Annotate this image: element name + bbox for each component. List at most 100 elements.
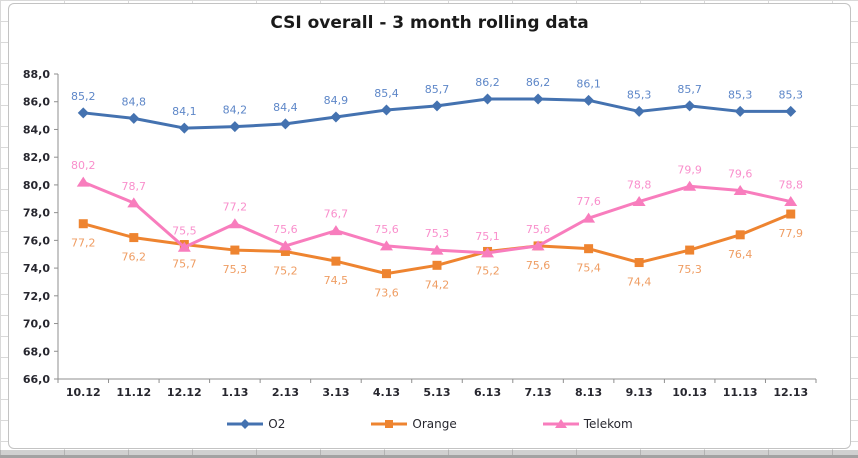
- data-label-orange: 75,2: [475, 264, 500, 277]
- data-point-o2[interactable]: [380, 104, 392, 116]
- data-point-orange[interactable]: [78, 219, 88, 229]
- data-point-o2[interactable]: [229, 121, 241, 133]
- data-label-telekom: 78,7: [122, 180, 147, 193]
- data-point-orange[interactable]: [129, 233, 139, 243]
- data-label-o2: 86,2: [526, 76, 551, 89]
- x-tick-label: 3.13: [322, 386, 349, 399]
- legend-label-orange: Orange: [412, 417, 457, 431]
- data-point-telekom[interactable]: [632, 196, 646, 207]
- data-label-orange: 75,3: [223, 263, 248, 276]
- x-tick-label: 5.13: [423, 386, 450, 399]
- data-point-orange[interactable]: [735, 230, 745, 240]
- data-label-o2: 84,8: [122, 95, 147, 108]
- chart-object[interactable]: CSI overall - 3 month rolling data 88,0 8…: [8, 3, 851, 449]
- y-tick-label: 86,0: [23, 96, 50, 109]
- data-point-telekom[interactable]: [582, 212, 596, 223]
- x-tick-label: 12.13: [773, 386, 808, 399]
- data-point-orange[interactable]: [381, 269, 391, 279]
- data-point-telekom[interactable]: [379, 240, 393, 251]
- data-label-telekom: 75,5: [172, 224, 197, 237]
- x-tick-label: 12.12: [167, 386, 202, 399]
- data-label-telekom: 78,8: [627, 179, 652, 192]
- data-label-telekom: 79,6: [728, 167, 753, 180]
- data-label-telekom: 75,3: [425, 227, 450, 240]
- data-point-telekom[interactable]: [531, 240, 545, 251]
- data-point-o2[interactable]: [431, 100, 443, 112]
- data-label-telekom: 75,6: [526, 223, 551, 236]
- data-label-o2: 85,7: [677, 83, 702, 96]
- data-point-telekom[interactable]: [683, 180, 697, 191]
- data-point-telekom[interactable]: [127, 197, 141, 208]
- data-label-orange: 74,4: [627, 276, 652, 289]
- data-label-orange: 73,6: [374, 287, 399, 300]
- data-point-telekom[interactable]: [430, 244, 444, 255]
- x-tick-label: 9.13: [626, 386, 653, 399]
- data-point-orange[interactable]: [280, 246, 290, 256]
- data-point-orange[interactable]: [634, 258, 644, 268]
- data-point-o2[interactable]: [532, 93, 544, 105]
- data-label-orange: 76,4: [728, 248, 753, 261]
- data-point-o2[interactable]: [583, 94, 595, 106]
- legend-marker-telekom: [542, 418, 580, 430]
- data-point-o2[interactable]: [279, 118, 291, 130]
- data-point-telekom[interactable]: [177, 241, 191, 252]
- data-label-orange: 75,6: [526, 259, 551, 272]
- data-point-orange[interactable]: [331, 256, 341, 266]
- data-point-telekom[interactable]: [733, 184, 747, 195]
- data-point-orange[interactable]: [432, 260, 442, 270]
- data-label-orange: 75,2: [273, 264, 298, 277]
- data-point-o2[interactable]: [684, 100, 696, 112]
- data-label-orange: 75,4: [576, 262, 601, 275]
- series-telekom: 80,2 78,7 75,5 77,2 75,6 76,7 75,6 75,3 75,1 75,6…: [71, 159, 803, 258]
- data-label-o2: 86,2: [475, 76, 500, 89]
- legend-item-orange[interactable]: Orange: [370, 417, 457, 431]
- data-label-o2: 84,9: [324, 94, 349, 107]
- data-label-orange: 77,2: [71, 237, 96, 250]
- spreadsheet-row-band: [0, 450, 858, 455]
- data-point-o2[interactable]: [785, 105, 797, 117]
- data-point-telekom[interactable]: [76, 176, 90, 187]
- x-tick-label: 2.13: [272, 386, 299, 399]
- data-label-telekom: 76,7: [324, 208, 349, 221]
- data-label-o2: 85,3: [627, 88, 652, 101]
- data-label-telekom: 77,6: [576, 195, 601, 208]
- data-point-o2[interactable]: [734, 105, 746, 117]
- data-point-telekom[interactable]: [228, 218, 242, 229]
- data-point-o2[interactable]: [178, 122, 190, 134]
- y-tick-label: 74,0: [23, 262, 50, 275]
- spreadsheet-row-band-edge: [0, 455, 858, 458]
- y-tick-label: 84,0: [23, 123, 50, 136]
- data-point-o2[interactable]: [330, 111, 342, 123]
- data-point-telekom[interactable]: [481, 247, 495, 258]
- data-point-orange[interactable]: [230, 245, 240, 255]
- data-point-telekom[interactable]: [278, 240, 292, 251]
- data-point-o2[interactable]: [128, 112, 140, 124]
- x-tick-label: 7.13: [524, 386, 551, 399]
- legend-item-o2[interactable]: O2: [226, 417, 285, 431]
- legend-marker-orange: [370, 418, 408, 430]
- y-tick-label: 68,0: [23, 345, 50, 358]
- data-point-o2[interactable]: [482, 93, 494, 105]
- legend-item-telekom[interactable]: Telekom: [542, 417, 633, 431]
- y-tick-label: 78,0: [23, 207, 50, 220]
- data-point-telekom[interactable]: [784, 196, 798, 207]
- data-label-o2: 84,1: [172, 105, 197, 118]
- data-label-orange: 74,2: [425, 278, 450, 291]
- data-point-orange[interactable]: [685, 245, 695, 255]
- data-label-telekom: 78,8: [778, 179, 803, 192]
- data-point-o2[interactable]: [633, 105, 645, 117]
- data-point-telekom[interactable]: [329, 225, 343, 236]
- legend: O2 Orange Telekom: [9, 417, 850, 431]
- data-label-telekom: 75,1: [475, 230, 500, 243]
- data-label-orange: 77,9: [778, 227, 803, 240]
- data-point-o2[interactable]: [77, 107, 89, 119]
- legend-label-o2: O2: [268, 417, 286, 431]
- series-orange: 77,2 76,2 75,7 75,3 75,2 74,5 73,6 74,2 75,2 75,6…: [71, 209, 803, 300]
- data-label-telekom: 75,6: [273, 223, 298, 236]
- data-point-orange[interactable]: [786, 209, 796, 219]
- data-label-orange: 74,5: [324, 274, 349, 287]
- x-tick-label: 6.13: [474, 386, 501, 399]
- data-label-o2: 85,3: [728, 88, 753, 101]
- data-point-orange[interactable]: [584, 244, 594, 254]
